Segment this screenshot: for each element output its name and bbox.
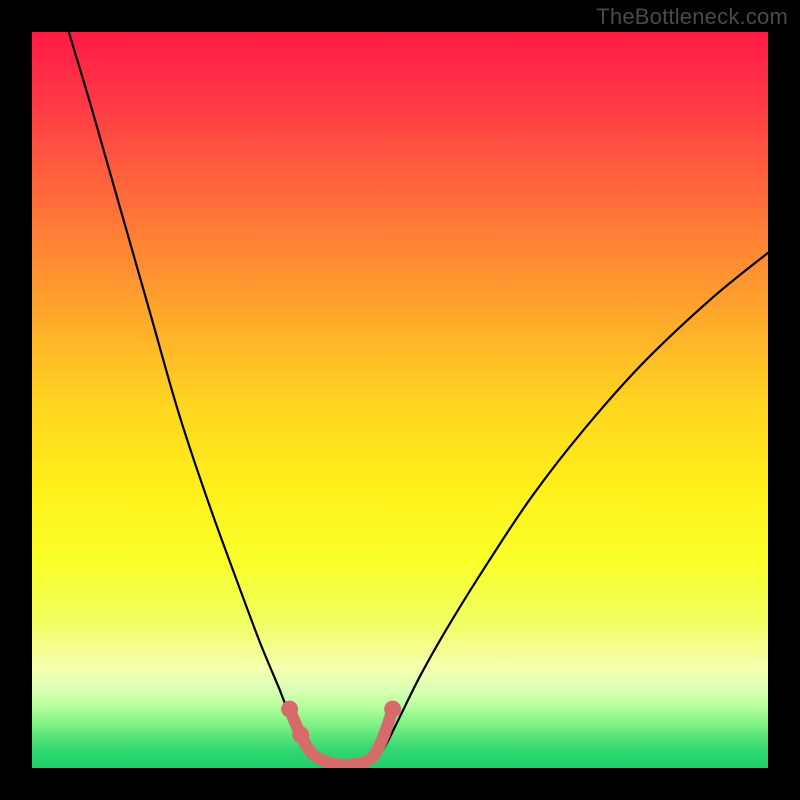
optimal-range-mid-marker	[292, 726, 309, 743]
chart-container: { "watermark": { "text": "TheBottleneck.…	[0, 0, 800, 800]
optimal-range-start-marker	[281, 701, 298, 718]
optimal-range-end-marker	[384, 701, 401, 718]
plot-area	[0, 0, 800, 800]
watermark-text: TheBottleneck.com	[596, 4, 788, 30]
gradient-background	[32, 32, 768, 768]
chart-svg	[0, 0, 800, 800]
